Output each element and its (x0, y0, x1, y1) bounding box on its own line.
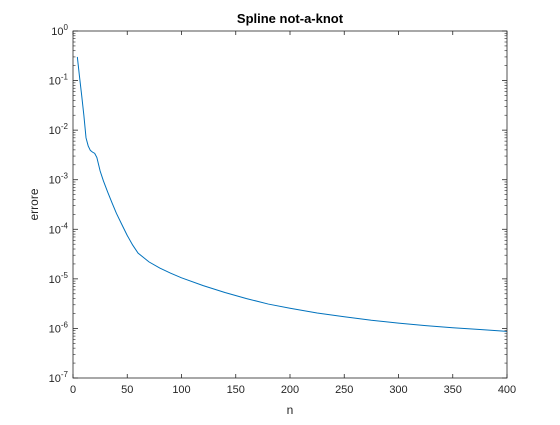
y-tick-label: 10-2 (49, 122, 69, 137)
x-tick-label: 0 (70, 384, 76, 396)
y-axis: 10-7 10-6 10-5 10-4 10-3 10-2 10-1 100 (49, 23, 507, 385)
x-tick-label: 150 (227, 384, 245, 396)
x-tick-label: 400 (498, 384, 516, 396)
x-axis-label: n (287, 403, 294, 417)
x-tick-label: 200 (281, 384, 299, 396)
y-tick-label: 10-7 (49, 370, 69, 385)
y-tick-label: 10-6 (49, 320, 69, 335)
series-line-0 (76, 56, 508, 332)
y-axis-label: errore (27, 188, 41, 220)
x-tick-label: 350 (444, 384, 462, 396)
y-tick-label: 10-1 (49, 73, 69, 88)
y-tick-label: 10-4 (49, 221, 69, 236)
y-tick-label: 10-5 (49, 271, 69, 286)
x-tick-label: 300 (389, 384, 407, 396)
x-tick-label: 250 (335, 384, 353, 396)
x-axis: 0 50 100 150 200 250 300 350 400 (70, 31, 516, 396)
plot-area (73, 31, 507, 378)
x-tick-label: 50 (121, 384, 133, 396)
x-tick-label: 100 (172, 384, 190, 396)
chart-title: Spline not-a-knot (237, 11, 344, 26)
y-tick-label: 100 (51, 23, 68, 38)
series-layer (76, 56, 508, 332)
y-tick-label: 10-3 (49, 172, 69, 187)
